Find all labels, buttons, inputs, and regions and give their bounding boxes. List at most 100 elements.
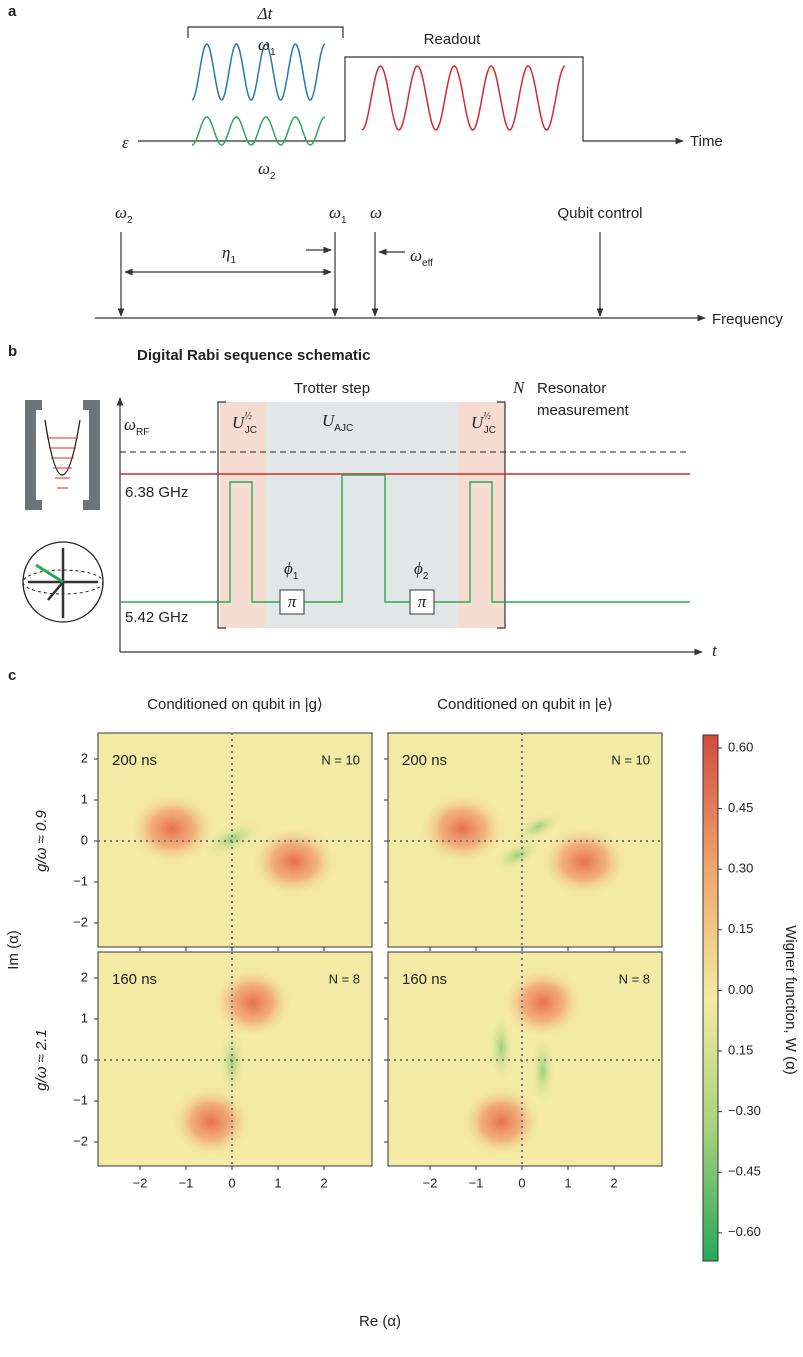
time-label: 200 ns	[402, 752, 447, 769]
x-tick-label: −1	[469, 1175, 484, 1190]
n-label: N = 10	[611, 752, 650, 767]
colorbar-tick-label: 0.45	[728, 800, 753, 815]
x-tick-label: 0	[228, 1175, 235, 1190]
symbol-sub: 1	[270, 47, 276, 58]
bloch-sphere	[23, 542, 103, 622]
symbol: ω2	[115, 203, 133, 226]
y-tick-label: 0	[81, 832, 88, 847]
pi: π	[288, 592, 297, 611]
symbol-sub: 2	[127, 215, 133, 226]
delta-t: Δt	[257, 4, 274, 23]
symbol-base: ω	[258, 35, 270, 54]
symbol: ωeff	[410, 246, 433, 269]
figure: a Δt Readout ε Time ω1ω2 Frequency ω2ω1ω…	[0, 0, 803, 1357]
x-tick-label: 2	[610, 1175, 617, 1190]
row-label: g/ω ≈ 0.9	[33, 810, 50, 872]
column-title: Conditioned on qubit in |g⟩	[147, 696, 323, 713]
y-tick-label: −1	[73, 1092, 88, 1107]
colorbar-tick-label: 0.15	[728, 921, 753, 936]
epsilon: ε	[122, 133, 129, 152]
symbol-sub: 2	[270, 171, 276, 182]
symbol-sub: JC	[484, 425, 496, 436]
time-label: 160 ns	[112, 971, 157, 988]
x-tick-label: −2	[133, 1175, 148, 1190]
wigner-panels: Conditioned on qubit in |g⟩Conditioned o…	[5, 696, 799, 1330]
x-tick-label: 1	[274, 1175, 281, 1190]
colorbar-label: Wigner function, W (α)	[782, 925, 799, 1075]
n-label: N = 10	[321, 752, 360, 767]
colorbar-tick-label: −0.60	[728, 1224, 761, 1239]
symbol: ωRF	[124, 415, 149, 438]
symbol-base: η	[222, 243, 230, 262]
symbol-base: ω	[329, 203, 341, 222]
symbol-sub: RF	[136, 427, 149, 438]
symbol-sup: ½	[483, 411, 491, 422]
y-tick-label: −2	[73, 914, 88, 929]
time-label: 160 ns	[402, 971, 447, 988]
y-tick-label: −2	[73, 1133, 88, 1148]
colorbar-tick-label: 0.15	[728, 1042, 753, 1057]
x-tick-label: 2	[320, 1175, 327, 1190]
symbol-sup: ½	[244, 411, 252, 422]
x-tick-label: 1	[564, 1175, 571, 1190]
symbol-base: ω	[370, 203, 382, 222]
symbol-sub: 1	[341, 215, 347, 226]
freq-high: 6.38 GHz	[125, 484, 188, 501]
n-label: N	[512, 378, 526, 397]
symbol: ω	[370, 203, 382, 222]
colorbar-tick-label: 0.60	[728, 739, 753, 754]
blob	[418, 793, 506, 865]
panel-label: b	[8, 343, 17, 360]
y-axis-label: Im (α)	[5, 930, 22, 970]
n-label: N = 8	[329, 971, 360, 986]
y-tick-label: 1	[81, 791, 88, 806]
x-tick-label: −2	[423, 1175, 438, 1190]
symbol-base: ϕ	[284, 559, 293, 578]
pi: π	[418, 592, 427, 611]
symbol-sub: AJC	[334, 423, 353, 434]
symbol-sub: eff	[422, 258, 433, 269]
symbol: ω1	[258, 35, 276, 58]
readout-label: Readout	[424, 31, 482, 48]
colorbar-tick-label: −0.30	[728, 1103, 761, 1118]
x-axis-label: Re (α)	[359, 1313, 401, 1330]
y-tick-label: 0	[81, 1051, 88, 1066]
colorbar-tick-label: 0.00	[728, 982, 753, 997]
panel-label: a	[8, 3, 17, 20]
blob	[530, 1034, 555, 1106]
time-label: Time	[690, 133, 723, 150]
symbol-base: ω	[258, 159, 270, 178]
trotter-step: Trotter step	[294, 380, 370, 397]
t-label: t	[712, 641, 718, 660]
jc-shade	[458, 402, 505, 628]
blob	[540, 825, 628, 897]
x-tick-label: 0	[518, 1175, 525, 1190]
blob	[212, 967, 293, 1039]
panel-title: Digital Rabi sequence schematic	[137, 347, 370, 364]
blob	[250, 825, 338, 897]
y-tick-label: 2	[81, 969, 88, 984]
blob	[502, 967, 583, 1039]
panel-label: c	[8, 667, 16, 684]
resonator-icon	[25, 400, 100, 510]
blob	[171, 1085, 252, 1157]
jc-shade	[220, 402, 265, 628]
symbol-base: ϕ	[414, 559, 423, 578]
y-tick-label: −1	[73, 873, 88, 888]
symbol-sub: JC	[245, 425, 257, 436]
marker-label: Qubit control	[557, 205, 642, 222]
y-tick-label: 1	[81, 1010, 88, 1025]
symbol-sub: 2	[423, 571, 429, 582]
colorbar-tick-label: 0.30	[728, 861, 753, 876]
time-label: 200 ns	[112, 752, 157, 769]
symbol-base: ω	[124, 415, 136, 434]
blob	[489, 1012, 514, 1084]
freq-low: 5.42 GHz	[125, 609, 188, 626]
symbol: ω1	[329, 203, 347, 226]
row-label: g/ω ≈ 2.1	[33, 1029, 50, 1091]
colorbar	[703, 735, 718, 1261]
frequency-label: Frequency	[712, 311, 783, 328]
symbol-sub: 1	[230, 255, 236, 266]
symbol: η1	[222, 243, 236, 266]
symbol-base: ω	[115, 203, 127, 222]
